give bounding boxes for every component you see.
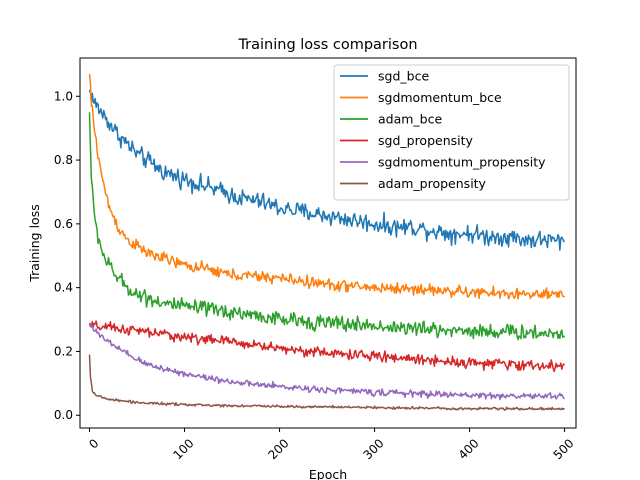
x-axis-label: Epoch [309, 467, 347, 480]
y-tick-label: 0.4 [54, 281, 73, 295]
legend-label-adam_bce: adam_bce [378, 112, 442, 127]
plot-frame [79, 57, 577, 429]
series-line-sgd_bce [88, 89, 566, 251]
x-tick-label: 0 [86, 436, 101, 451]
y-tick-label: 0.8 [54, 153, 73, 167]
legend-label-sgdmomentum_bce: sgdmomentum_bce [378, 90, 502, 105]
series-line-sgdmomentum_bce [88, 73, 566, 300]
series-line-sgdmomentum_propensity [88, 322, 566, 401]
y-axis-label: Training loss [27, 204, 42, 282]
legend-label-adam_propensity: adam_propensity [378, 176, 487, 191]
series-line-adam_bce [88, 112, 566, 341]
x-tick-label: 100 [170, 436, 196, 462]
x-tick-label: 400 [456, 436, 482, 462]
legend-label-sgd_bce: sgd_bce [378, 69, 429, 84]
chart-title: Training loss comparison [237, 37, 417, 53]
x-axis: 0 100 200 300 400 500 [86, 428, 577, 462]
series-line-sgd_propensity [88, 320, 566, 373]
x-tick-label: 300 [361, 436, 387, 462]
y-tick-label: 0.6 [54, 217, 73, 231]
legend-box [333, 64, 570, 201]
y-axis: 0.0 0.2 0.4 0.6 0.8 1.0 [54, 89, 80, 422]
plot-lines [88, 73, 566, 411]
x-tick-label: 200 [266, 436, 292, 462]
y-tick-label: 0.2 [54, 344, 73, 358]
legend: sgd_bce sgdmomentum_bce adam_bce sgd_propen… [333, 64, 570, 201]
series-line-adam_propensity [88, 354, 565, 411]
legend-label-sgd_propensity: sgd_propensity [378, 133, 474, 148]
legend-label-sgdmomentum_propensity: sgdmomentum_propensity [378, 155, 546, 170]
x-tick-label: 500 [551, 436, 577, 462]
y-tick-label: 0.0 [54, 408, 73, 422]
y-tick-label: 1.0 [54, 89, 73, 103]
